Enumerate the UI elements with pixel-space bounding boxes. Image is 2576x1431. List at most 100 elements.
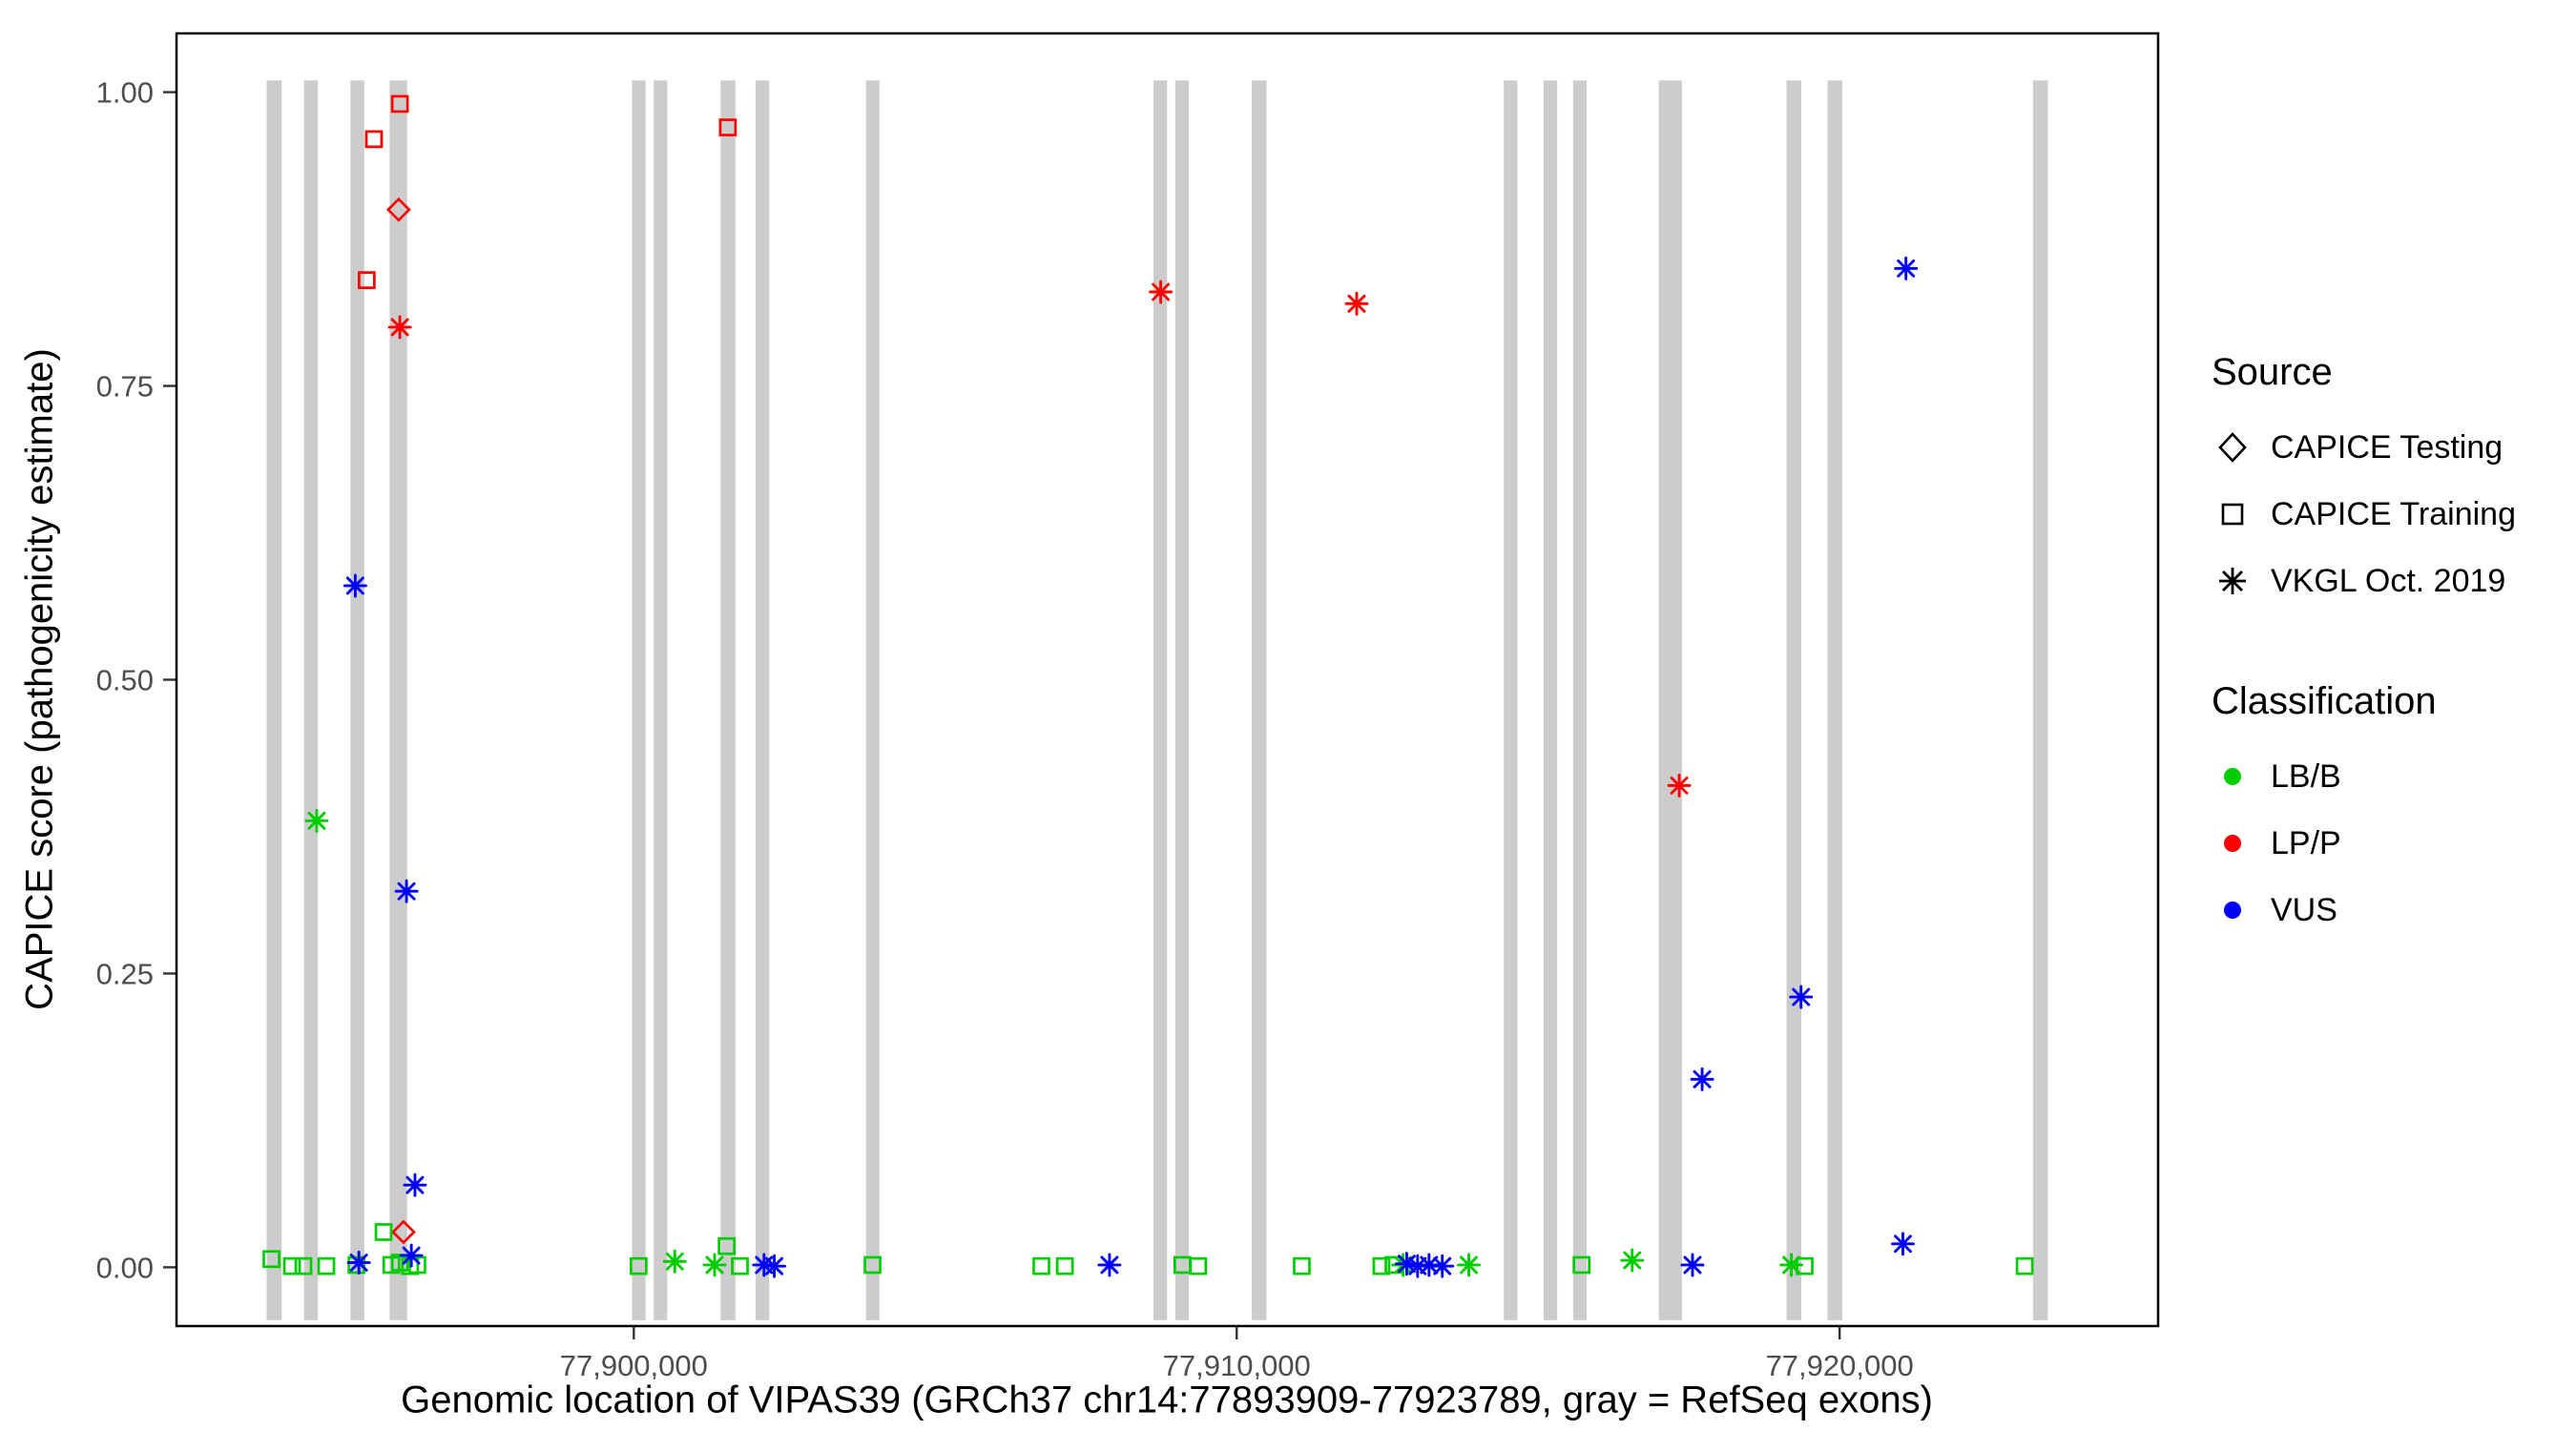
- legend-label-lbb: LB/B: [2271, 757, 2341, 795]
- exon-bar: [865, 80, 880, 1320]
- exon-bar: [1174, 80, 1189, 1320]
- legend-item-vkgl: VKGL Oct. 2019: [2212, 556, 2516, 606]
- legend-classification-group: Classification LB/B LP/P VUS: [2212, 680, 2516, 935]
- legend-source-title: Source: [2212, 351, 2333, 393]
- data-point-asterisk: [1894, 256, 1919, 280]
- data-point-asterisk: [1891, 1232, 1915, 1256]
- data-point-square: [1372, 1256, 1391, 1275]
- data-point-square: [1572, 1255, 1591, 1275]
- data-point-asterisk: [662, 1249, 687, 1274]
- legend-item-capice-training: CAPICE Training: [2212, 489, 2516, 539]
- data-point-square: [408, 1255, 426, 1275]
- data-point-asterisk: [1680, 1253, 1705, 1277]
- data-point-asterisk: [1344, 291, 1369, 316]
- exon-bar: [755, 80, 770, 1320]
- exon-bar: [266, 80, 282, 1320]
- data-point-square: [863, 1255, 882, 1275]
- data-point-square: [364, 130, 384, 149]
- data-point-asterisk: [343, 573, 367, 598]
- exon-bar: [350, 80, 364, 1320]
- legend-label-vkgl: VKGL Oct. 2019: [2271, 562, 2506, 599]
- data-point-square: [1055, 1256, 1074, 1275]
- exon-bar: [1786, 80, 1802, 1320]
- data-point-square: [358, 271, 376, 290]
- data-point-square: [1189, 1256, 1208, 1275]
- legend-item-vus: VUS: [2212, 885, 2516, 935]
- y-tick-label: 0.00: [96, 1251, 154, 1284]
- data-point-asterisk: [1779, 1253, 1804, 1277]
- square-icon: [2221, 503, 2244, 526]
- exon-bar: [1827, 80, 1842, 1320]
- data-point-asterisk: [1430, 1254, 1455, 1278]
- y-axis-title: CAPICE score (pathogenicity estimate): [18, 348, 61, 1010]
- data-point-square: [630, 1256, 648, 1275]
- data-point-square: [731, 1256, 749, 1275]
- blue-dot-icon: [2224, 902, 2241, 919]
- red-dot-icon: [2224, 835, 2241, 852]
- data-point-square: [718, 118, 737, 136]
- data-point-asterisk: [394, 879, 419, 903]
- green-dot-icon: [2224, 768, 2241, 785]
- legend-item-lpp: LP/P: [2212, 819, 2516, 868]
- legend-item-capice-testing: CAPICE Testing: [2212, 423, 2516, 472]
- legend-label-lpp: LP/P: [2271, 824, 2341, 861]
- y-tick-label: 0.75: [96, 370, 154, 404]
- exon-bar: [2033, 80, 2048, 1320]
- exon-bar: [1572, 80, 1588, 1320]
- exon-bar: [720, 80, 736, 1320]
- x-tick-label: 77,920,000: [1766, 1349, 1914, 1382]
- data-point-asterisk: [1620, 1248, 1645, 1273]
- legend-classification-title: Classification: [2212, 680, 2437, 722]
- data-point-asterisk: [403, 1172, 427, 1197]
- x-tick-label: 77,910,000: [1163, 1349, 1311, 1382]
- data-point-square: [2015, 1256, 2034, 1275]
- data-point-square: [717, 1236, 736, 1255]
- diamond-icon: [2218, 432, 2247, 463]
- y-tick-label: 1.00: [96, 76, 154, 110]
- data-point-asterisk: [1457, 1253, 1481, 1277]
- x-axis-title: Genomic location of VIPAS39 (GRCh37 chr1…: [401, 1379, 1933, 1421]
- exon-bar: [654, 80, 668, 1320]
- exon-bar: [389, 80, 407, 1320]
- exon-bar: [1543, 80, 1558, 1320]
- data-point-asterisk: [1097, 1253, 1122, 1277]
- data-point-asterisk: [399, 1243, 424, 1268]
- data-point-diamond: [391, 1219, 416, 1245]
- data-point-square: [262, 1250, 280, 1269]
- asterisk-icon: [2219, 568, 2246, 594]
- legend-item-lbb: LB/B: [2212, 752, 2516, 801]
- y-tick-label: 0.25: [96, 957, 154, 990]
- legend: Source CAPICE Testing CAPICE Training: [2212, 351, 2516, 952]
- data-point-square: [1032, 1256, 1050, 1275]
- x-tick-label: 77,900,000: [560, 1349, 708, 1382]
- exon-bar: [1504, 80, 1518, 1320]
- data-point-asterisk: [1789, 985, 1814, 1009]
- data-point-square: [1293, 1256, 1311, 1275]
- data-point-asterisk: [1667, 773, 1692, 798]
- exon-bar: [1153, 80, 1168, 1320]
- data-point-asterisk: [1690, 1067, 1714, 1091]
- data-point-asterisk: [702, 1253, 727, 1277]
- legend-source-group: Source CAPICE Testing CAPICE Training: [2212, 351, 2516, 606]
- data-point-square: [347, 1255, 365, 1275]
- legend-label-capice-testing: CAPICE Testing: [2271, 428, 2503, 466]
- exon-bar: [303, 80, 319, 1320]
- data-point-square: [294, 1256, 313, 1275]
- legend-label-vus: VUS: [2271, 891, 2337, 928]
- data-point-diamond: [385, 197, 411, 222]
- data-point-asterisk: [1149, 280, 1174, 304]
- data-point-square: [282, 1256, 301, 1275]
- panel-border: [175, 31, 2160, 1328]
- data-point-asterisk: [762, 1254, 787, 1278]
- exon-bar: [632, 80, 646, 1320]
- exon-bar: [1658, 80, 1682, 1320]
- data-point-square: [390, 94, 409, 114]
- legend-label-capice-training: CAPICE Training: [2271, 495, 2516, 532]
- y-tick-label: 0.50: [96, 664, 154, 697]
- data-point-asterisk: [304, 808, 329, 833]
- exon-bar: [1252, 80, 1267, 1320]
- data-point-asterisk: [387, 315, 412, 340]
- data-point-square: [317, 1256, 336, 1275]
